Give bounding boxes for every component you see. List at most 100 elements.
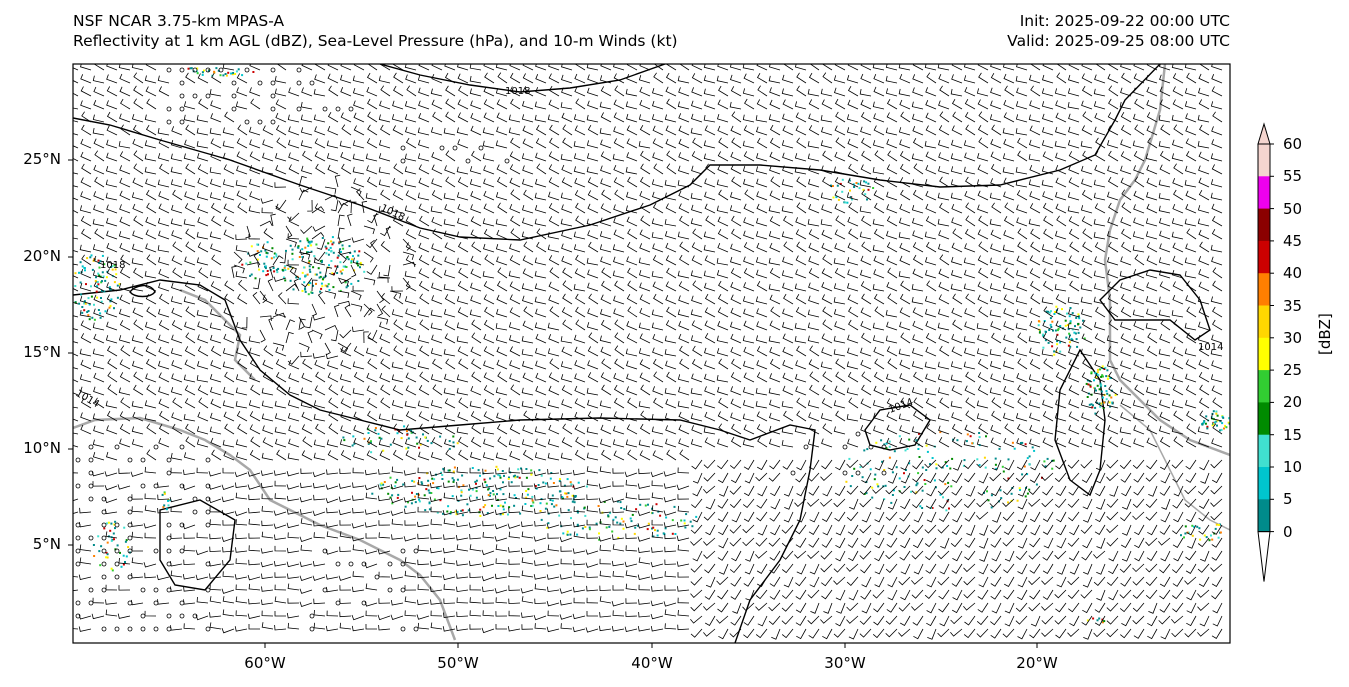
reflectivity-cell: [1077, 331, 1080, 334]
wind-barb: [316, 238, 326, 250]
wind-barb: [598, 536, 612, 542]
wind-barb: [431, 295, 443, 305]
wind-barb: [821, 511, 833, 523]
wind-barb: [912, 498, 924, 509]
wind-barb: [612, 585, 625, 591]
wind-barb: [469, 64, 482, 71]
calm-circle: [361, 600, 367, 606]
reflectivity-cell: [301, 289, 304, 292]
wind-barb: [352, 586, 365, 593]
wind-barb: [601, 358, 612, 370]
wind-barb: [157, 482, 170, 488]
reflectivity-cell: [1186, 531, 1189, 534]
wind-barb: [1094, 359, 1106, 370]
wind-barb: [677, 597, 690, 604]
wind-barb: [470, 191, 482, 201]
wind-barb: [458, 449, 469, 461]
wind-barb: [1068, 359, 1080, 370]
wind-barb: [665, 72, 677, 84]
wind-barb: [653, 397, 664, 409]
wind-barb: [366, 437, 378, 448]
reflectivity-cell: [331, 243, 334, 246]
wind-barb: [183, 559, 196, 566]
wind-barb: [820, 563, 833, 573]
wind-barb: [535, 64, 547, 71]
wind-barb: [208, 484, 222, 490]
wind-barb: [808, 204, 820, 214]
reflectivity-cell: [1031, 446, 1034, 449]
wind-barb: [483, 229, 495, 240]
wind-barb: [716, 615, 729, 624]
wind-barb: [73, 237, 79, 240]
wind-barb: [833, 297, 846, 305]
reflectivity-cell: [86, 311, 89, 313]
wind-barb: [1120, 438, 1132, 448]
wind-barb: [613, 295, 625, 305]
wind-barb: [717, 216, 729, 227]
wind-barb: [404, 610, 417, 617]
wind-barb: [729, 563, 742, 574]
wind-barb: [198, 267, 209, 279]
wind-barb: [495, 387, 508, 396]
wind-barb: [261, 387, 274, 396]
wind-barb: [885, 386, 898, 396]
wind-barb: [664, 585, 677, 591]
wind-barb: [1173, 550, 1184, 562]
wind-barb: [770, 176, 781, 188]
reflectivity-cell: [598, 538, 601, 541]
wind-barb: [926, 423, 937, 435]
reflectivity-cell: [95, 276, 97, 279]
wind-barb: [782, 360, 794, 370]
wind-barb: [783, 215, 794, 227]
wind-barb: [430, 348, 443, 357]
reflectivity-cell: [351, 258, 354, 261]
wind-barb: [638, 74, 651, 84]
wind-barb: [510, 137, 521, 149]
wind-barb: [73, 224, 79, 227]
wind-barb: [560, 521, 573, 527]
wind-barb: [106, 100, 118, 110]
wind-barb: [742, 602, 755, 612]
wind-barb: [678, 424, 690, 435]
wind-barb: [132, 307, 144, 318]
wind-barb: [938, 294, 950, 305]
wind-barb: [1015, 412, 1028, 422]
wind-barb: [184, 281, 196, 292]
wind-barb: [743, 424, 755, 435]
wind-barb: [235, 387, 248, 396]
reflectivity-cell: [437, 487, 440, 490]
wind-barb: [822, 150, 833, 162]
reflectivity-cell: [310, 244, 313, 247]
wind-barb: [365, 192, 378, 201]
wind-barb: [612, 481, 625, 487]
reflectivity-cell: [382, 483, 385, 486]
wind-barb: [313, 413, 326, 422]
wind-barb: [1119, 602, 1132, 613]
wind-barb: [261, 493, 274, 500]
wind-barb: [1160, 511, 1171, 523]
wind-barb: [1015, 296, 1028, 305]
reflectivity-cell: [874, 473, 877, 476]
wind-barb: [678, 138, 690, 149]
reflectivity-cell: [441, 474, 444, 476]
wind-barb: [872, 218, 885, 227]
wind-barb: [80, 100, 92, 110]
wind-barb: [807, 141, 820, 149]
wind-barb: [989, 192, 1002, 201]
wind-barb: [481, 561, 495, 568]
wind-barb: [106, 268, 118, 279]
wind-barb: [250, 436, 261, 448]
wind-barb: [860, 537, 872, 548]
wind-barb: [665, 295, 677, 305]
wind-barb: [157, 75, 170, 84]
wind-barb: [1158, 115, 1171, 123]
wind-barb: [118, 557, 131, 565]
wind-barb: [262, 243, 274, 253]
wind-barb: [562, 319, 573, 331]
reflectivity-cell: [351, 444, 354, 447]
wind-barb: [796, 176, 807, 188]
wind-barb: [91, 470, 105, 477]
wind-barb: [1093, 218, 1106, 227]
wind-barb: [1030, 85, 1041, 97]
reflectivity-cell: [559, 478, 561, 481]
